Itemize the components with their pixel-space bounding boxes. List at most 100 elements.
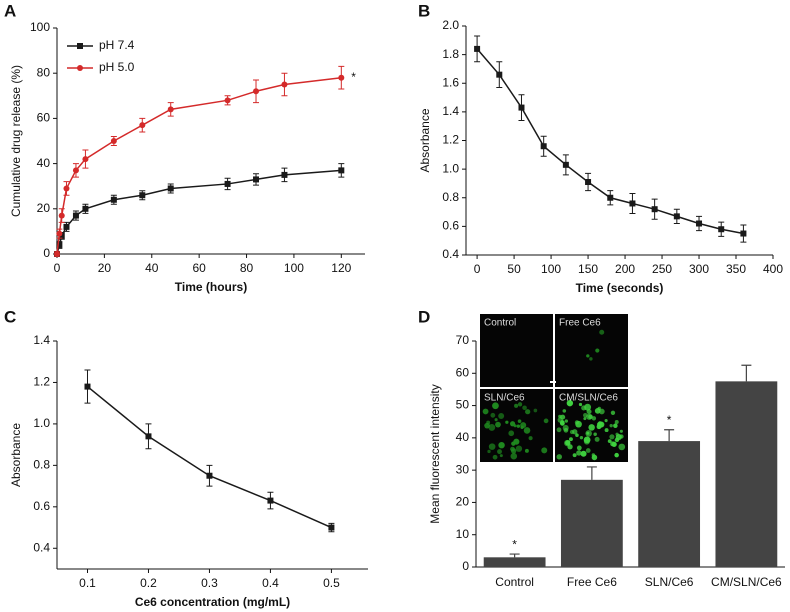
y-tick-label: 1.0 xyxy=(442,161,459,175)
y-tick-label: 0.8 xyxy=(33,458,50,472)
data-point xyxy=(167,106,174,113)
inset-label: SLN/Ce6 xyxy=(484,393,525,404)
data-point xyxy=(281,81,288,88)
legend-label: pH 7.4 xyxy=(99,38,135,52)
data-point xyxy=(253,176,260,183)
cell xyxy=(482,408,489,415)
x-tick-label: 0 xyxy=(54,261,61,275)
cell xyxy=(514,403,519,408)
data-point xyxy=(139,122,146,129)
y-tick-label: 50 xyxy=(456,398,470,412)
cell xyxy=(614,452,619,458)
x-tick-label: 400 xyxy=(763,262,783,276)
cell xyxy=(609,434,615,440)
data-point xyxy=(224,180,231,187)
panel-label: A xyxy=(4,1,16,20)
x-tick-label: 300 xyxy=(689,262,709,276)
y-tick-label: 0.6 xyxy=(442,219,459,233)
data-point xyxy=(110,138,117,144)
x-tick-label: 150 xyxy=(578,262,598,276)
y-tick-label: 0.4 xyxy=(33,540,50,554)
x-tick-label: 0.2 xyxy=(140,576,157,590)
data-point xyxy=(72,212,79,219)
data-point xyxy=(58,212,65,219)
cell xyxy=(562,409,567,413)
y-tick-label: 1.4 xyxy=(33,333,50,347)
cell xyxy=(486,420,491,425)
cell xyxy=(575,420,582,428)
inset-label: CM/SLN/Ce6 xyxy=(559,393,618,404)
data-point xyxy=(338,74,345,81)
data-point xyxy=(328,524,335,531)
x-axis-label: Time (seconds) xyxy=(576,281,664,295)
x-tick-label: 250 xyxy=(652,262,672,276)
data-point xyxy=(206,472,213,479)
x-axis-label: Ce6 concentration (mg/mL) xyxy=(135,595,290,609)
data-point xyxy=(54,251,60,257)
y-tick-label: 60 xyxy=(37,111,51,125)
data-point xyxy=(56,241,63,248)
cell xyxy=(579,435,584,440)
cell xyxy=(498,441,505,449)
cell xyxy=(586,413,593,420)
cell xyxy=(619,434,624,439)
micrograph xyxy=(555,314,628,387)
data-point xyxy=(63,223,70,230)
x-tick-label: SLN/Ce6 xyxy=(645,575,694,589)
x-tick-label: 120 xyxy=(331,261,351,275)
data-point xyxy=(629,200,636,207)
error-bar xyxy=(741,364,752,382)
data-point xyxy=(281,171,288,178)
cell xyxy=(607,439,612,444)
cell xyxy=(585,448,591,453)
significance-label: * xyxy=(512,537,517,551)
x-tick-label: 100 xyxy=(541,262,561,276)
x-tick-label: 20 xyxy=(98,261,112,275)
data-point xyxy=(585,179,592,186)
cell xyxy=(609,423,613,428)
data-point xyxy=(82,156,89,163)
y-axis-label: Absorbance xyxy=(418,108,432,172)
x-tick-label: 60 xyxy=(192,261,206,275)
cell xyxy=(618,443,626,451)
inset: Control Free Ce6 SLN/Ce6 CM/SLN/Ce6 xyxy=(480,314,628,462)
data-point xyxy=(145,433,152,440)
cell xyxy=(560,414,566,420)
legend-marker xyxy=(77,43,83,49)
data-point xyxy=(224,97,231,104)
cell xyxy=(564,419,569,423)
legend-marker xyxy=(77,65,83,71)
panel-label: D xyxy=(418,307,430,326)
cell xyxy=(487,449,491,454)
data-point xyxy=(58,232,65,239)
cell xyxy=(533,408,538,413)
cell xyxy=(583,417,587,421)
annotation: * xyxy=(351,70,356,84)
series-line xyxy=(87,386,332,529)
cell xyxy=(588,424,595,431)
data-point xyxy=(338,167,345,174)
cell xyxy=(572,453,577,458)
data-point xyxy=(72,167,79,174)
cell xyxy=(498,413,505,420)
y-axis-label: Cumulative drug release (%) xyxy=(9,65,23,217)
y-tick-label: 40 xyxy=(456,430,470,444)
x-tick-label: 40 xyxy=(145,261,159,275)
y-tick-label: 20 xyxy=(37,201,51,215)
y-tick-label: 1.0 xyxy=(33,416,50,430)
cell xyxy=(513,438,520,445)
cell xyxy=(565,440,571,446)
cell xyxy=(505,420,509,424)
cell xyxy=(591,416,597,421)
y-tick-label: 1.8 xyxy=(442,47,459,61)
cell xyxy=(589,357,593,361)
micrograph xyxy=(480,314,553,387)
y-tick-label: 0.8 xyxy=(442,190,459,204)
data-point xyxy=(518,104,525,111)
cell xyxy=(543,418,549,424)
x-tick-label: Control xyxy=(495,575,534,589)
data-point xyxy=(110,196,117,203)
cell xyxy=(499,454,503,458)
cell xyxy=(593,432,597,436)
